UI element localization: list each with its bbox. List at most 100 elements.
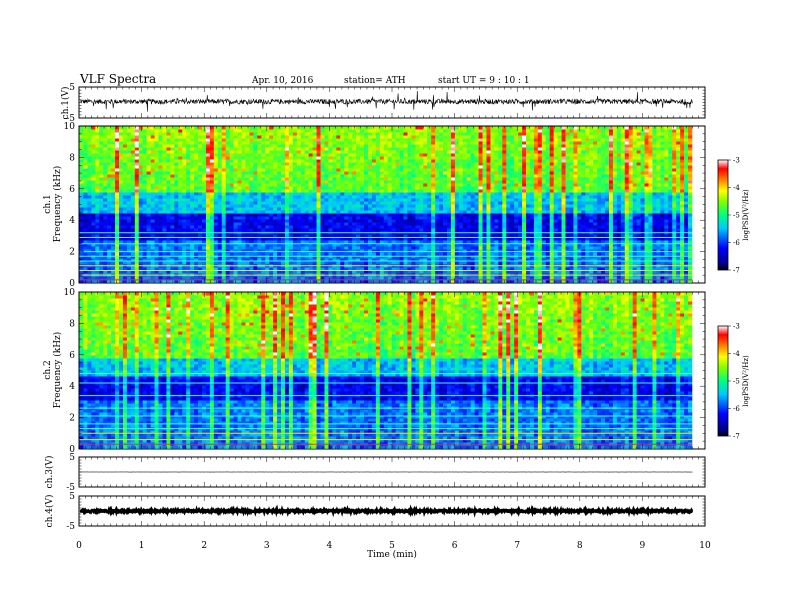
spectrogram-cell <box>174 177 179 181</box>
spectrogram-cell <box>439 168 444 172</box>
spectrogram-cell <box>312 183 317 187</box>
spectrogram-cell <box>249 210 254 214</box>
spectrogram-cell <box>470 183 475 187</box>
spectrogram-cell <box>470 216 475 220</box>
spectrogram-cell <box>462 156 468 160</box>
spectrogram-cell <box>198 129 203 133</box>
spectrogram-cell <box>352 207 357 211</box>
spectrogram-cell <box>107 129 112 133</box>
spectrogram-cell <box>415 144 420 148</box>
spectrogram-cell <box>364 189 369 193</box>
spectrogram-cell <box>253 195 258 199</box>
spectrogram-cell <box>336 150 341 154</box>
spectrogram-cell <box>498 195 503 199</box>
spectrogram-cell <box>506 126 511 130</box>
spectrogram-cell <box>265 141 270 145</box>
spectrogram-cell <box>486 153 491 157</box>
spectrogram-cell <box>205 198 211 202</box>
spectrogram-cell <box>130 141 136 145</box>
spectrogram-cell <box>494 129 499 133</box>
spectrogram-cell <box>458 144 464 148</box>
spectrogram-cell <box>198 147 203 151</box>
spectrogram-cell <box>383 186 389 190</box>
spectrogram-cell <box>130 210 136 214</box>
spectrogram-cell <box>450 192 456 196</box>
spectrogram-cell <box>233 171 238 175</box>
spectrogram-cell <box>383 132 389 136</box>
spectrogram-cell <box>130 222 136 226</box>
spectrogram-cell <box>356 180 361 184</box>
spectrogram-cell <box>182 135 187 139</box>
spectrogram-cell <box>518 129 523 133</box>
spectrogram-cell <box>99 138 104 142</box>
spectrogram-cell <box>684 150 689 154</box>
spectrogram-cell <box>308 162 313 166</box>
spectrogram-cell <box>411 135 416 139</box>
spectrogram-cell <box>609 165 614 169</box>
spectrogram-cell <box>198 150 203 154</box>
spectrogram-cell <box>462 204 468 208</box>
spectrogram-cell <box>478 192 483 196</box>
spectrogram-cell <box>514 165 519 169</box>
spectrogram-cell <box>95 186 100 190</box>
spectrogram-cell <box>205 165 211 169</box>
spectrogram-cell <box>569 126 574 130</box>
spectrogram-cell <box>150 189 155 193</box>
spectrogram-cell <box>549 132 554 136</box>
spectrogram-cell <box>537 144 543 148</box>
spectrogram-cell <box>581 207 586 211</box>
spectrogram-cell <box>265 213 270 217</box>
spectrogram-cell <box>537 150 543 154</box>
spectrogram-cell <box>284 177 290 181</box>
spectrogram-cell <box>652 144 657 148</box>
spectrogram-cell <box>205 177 211 181</box>
spectrogram-cell <box>202 168 207 172</box>
spectrogram-cell <box>688 168 693 172</box>
spectrogram-cell <box>423 186 428 190</box>
spectrogram-cell <box>154 180 159 184</box>
spectrogram-cell <box>573 144 578 148</box>
spectrogram-cell <box>391 207 396 211</box>
spectrogram-cell <box>288 183 294 187</box>
spectrogram-cell <box>328 186 333 190</box>
spectrogram-cell <box>277 159 282 163</box>
spectrogram-cell <box>375 210 381 214</box>
spectrogram-cell <box>660 156 665 160</box>
spectrogram-cell <box>541 213 547 217</box>
spectrogram-cell <box>423 204 428 208</box>
spectrogram-cell <box>79 198 84 202</box>
spectrogram-cell <box>91 174 96 178</box>
spectrogram-cell <box>158 147 163 151</box>
spectrogram-cell <box>245 162 250 166</box>
spectrogram-cell <box>688 201 693 205</box>
spectrogram-cell <box>146 210 151 214</box>
spectrogram-cell <box>446 171 452 175</box>
spectrogram-cell <box>367 207 373 211</box>
spectrogram-cell <box>213 213 219 217</box>
spectrogram-cell <box>83 159 88 163</box>
spectrogram-cell <box>403 210 408 214</box>
spectrogram-cell <box>356 126 361 130</box>
spectrogram-cell <box>419 219 424 223</box>
spectrogram-cell <box>529 201 535 205</box>
spectrogram-cell <box>115 222 120 226</box>
spectrogram-cell <box>83 150 88 154</box>
spectrogram-cell <box>494 186 499 190</box>
spectrogram-cell <box>648 183 653 187</box>
spectrogram-cell <box>213 153 219 157</box>
spectrogram-cell <box>387 201 392 205</box>
spectrogram-cell <box>166 126 171 130</box>
spectrogram-cell <box>292 144 298 148</box>
spectrogram-cell <box>482 159 487 163</box>
spectrogram-cell <box>482 195 487 199</box>
spectrogram-cell <box>150 201 155 205</box>
spectrogram-cell <box>427 159 432 163</box>
spectrogram-cell <box>470 159 475 163</box>
spectrogram-cell <box>257 195 262 199</box>
spectrogram-cell <box>190 189 195 193</box>
spectrogram-cell <box>269 171 274 175</box>
spectrogram-cell <box>605 183 610 187</box>
spectrogram-cell <box>122 198 128 202</box>
spectrogram-cell <box>506 177 511 181</box>
spectrogram-cell <box>352 156 357 160</box>
